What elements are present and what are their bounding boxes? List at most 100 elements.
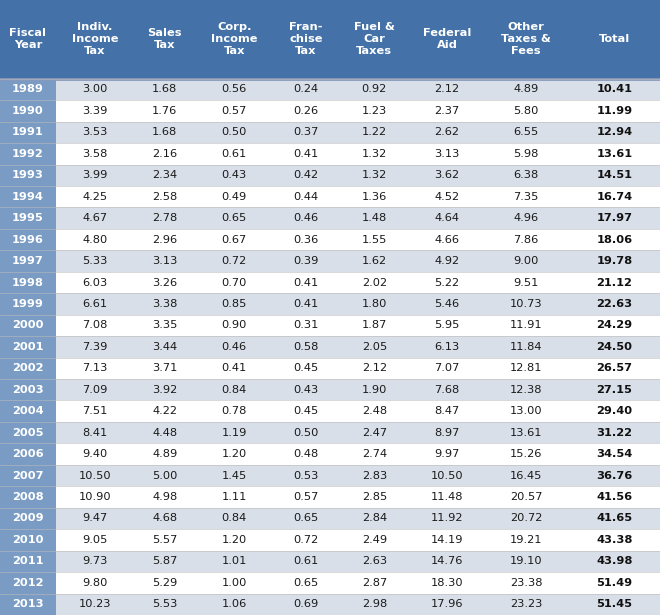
Bar [338,229,411,250]
Bar [569,122,660,143]
Bar [411,550,483,572]
Text: 8.41: 8.41 [82,427,108,438]
Text: 0.57: 0.57 [222,106,247,116]
Text: 3.62: 3.62 [434,170,459,180]
Bar [134,122,195,143]
Text: 1.48: 1.48 [362,213,387,223]
Bar [195,250,273,272]
Bar [134,250,195,272]
Text: Corp.
Income
Tax: Corp. Income Tax [211,22,257,57]
Bar [483,315,569,336]
Bar [134,486,195,508]
Bar [134,422,195,443]
Text: 27.15: 27.15 [597,385,632,395]
Text: 22.63: 22.63 [597,299,632,309]
Text: 2.74: 2.74 [362,449,387,459]
Bar [411,379,483,400]
Bar [338,79,411,100]
Text: 6.13: 6.13 [434,342,459,352]
Text: 9.05: 9.05 [82,535,108,545]
Text: 11.84: 11.84 [510,342,543,352]
Text: 5.00: 5.00 [152,470,178,480]
Text: 5.53: 5.53 [152,599,178,609]
Bar [273,593,338,615]
Text: 43.98: 43.98 [597,557,633,566]
Text: Other
Taxes &
Fees: Other Taxes & Fees [501,22,551,57]
Text: 51.49: 51.49 [597,578,632,588]
Text: 2.58: 2.58 [152,192,178,202]
Text: 3.38: 3.38 [152,299,178,309]
Bar [569,443,660,465]
Bar [55,0,134,79]
Text: 2008: 2008 [12,492,44,502]
Text: 3.39: 3.39 [82,106,108,116]
Text: 4.64: 4.64 [434,213,459,223]
Text: 3.00: 3.00 [82,84,108,95]
Text: 7.51: 7.51 [82,407,108,416]
Bar [134,207,195,229]
Text: 2010: 2010 [12,535,44,545]
Bar [134,229,195,250]
Bar [55,336,134,357]
Bar [195,357,273,379]
Text: 0.84: 0.84 [222,514,247,523]
Text: 2005: 2005 [12,427,44,438]
Bar [55,593,134,615]
Text: 3.44: 3.44 [152,342,177,352]
Bar [338,529,411,550]
Bar [273,357,338,379]
Bar [0,379,55,400]
Text: 0.84: 0.84 [222,385,247,395]
Bar [273,207,338,229]
Bar [411,293,483,315]
Text: 1995: 1995 [12,213,44,223]
Text: 3.71: 3.71 [152,363,178,373]
Text: 0.48: 0.48 [293,449,318,459]
Bar [338,336,411,357]
Text: 8.97: 8.97 [434,427,459,438]
Bar [0,593,55,615]
Text: 12.81: 12.81 [510,363,543,373]
Text: 41.56: 41.56 [597,492,632,502]
Bar [0,229,55,250]
Bar [273,336,338,357]
Text: 0.72: 0.72 [222,256,247,266]
Text: 4.98: 4.98 [152,492,178,502]
Bar [411,272,483,293]
Bar [55,486,134,508]
Text: 0.61: 0.61 [222,149,247,159]
Text: 0.78: 0.78 [222,407,247,416]
Bar [569,400,660,422]
Text: 13.61: 13.61 [597,149,632,159]
Bar [134,0,195,79]
Text: 9.00: 9.00 [513,256,539,266]
Bar [0,143,55,165]
Bar [0,550,55,572]
Bar [0,293,55,315]
Bar [55,357,134,379]
Text: 3.26: 3.26 [152,277,177,287]
Bar [483,550,569,572]
Bar [195,572,273,593]
Text: 10.73: 10.73 [510,299,543,309]
Bar [411,443,483,465]
Text: 1.36: 1.36 [362,192,387,202]
Text: 16.74: 16.74 [597,192,632,202]
Bar [411,400,483,422]
Bar [483,79,569,100]
Text: 2006: 2006 [12,449,44,459]
Text: 24.29: 24.29 [597,320,632,330]
Bar [273,143,338,165]
Text: 0.85: 0.85 [222,299,247,309]
Bar [55,422,134,443]
Text: 13.00: 13.00 [510,407,543,416]
Bar [134,379,195,400]
Bar [569,572,660,593]
Text: 1.45: 1.45 [222,470,247,480]
Bar [55,250,134,272]
Bar [273,465,338,486]
Bar [483,186,569,207]
Bar [411,79,483,100]
Bar [0,272,55,293]
Text: 0.36: 0.36 [293,234,318,245]
